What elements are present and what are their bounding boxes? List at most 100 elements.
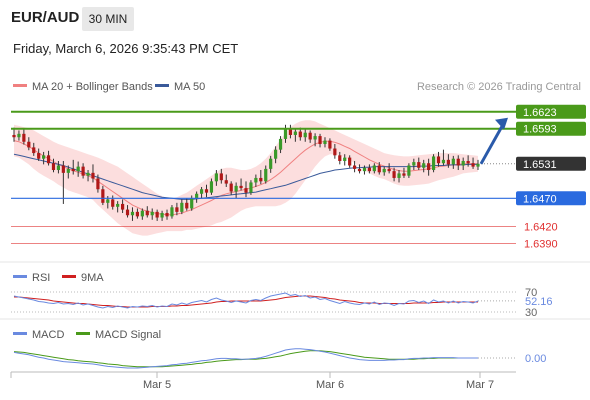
candle-body <box>101 189 105 203</box>
ma20-legend-swatch <box>13 84 27 87</box>
candle-body <box>17 133 21 138</box>
macd-signal-legend-swatch <box>76 332 90 335</box>
current-price-label-box <box>516 156 586 171</box>
candle-body <box>229 183 233 192</box>
candle-body <box>185 202 189 209</box>
x-axis: Mar 5 Mar 6 Mar 7 <box>143 372 494 391</box>
candle-body <box>328 140 332 149</box>
candle-body <box>362 167 367 172</box>
candle-body <box>431 156 436 171</box>
candle-body <box>91 172 95 179</box>
candle-body <box>471 163 475 167</box>
candle-body <box>377 165 381 173</box>
candle-body <box>224 180 228 184</box>
macd-signal-legend-label: MACD Signal <box>95 329 161 341</box>
candle-body <box>51 163 56 171</box>
candle-body <box>130 211 135 216</box>
candle-body <box>160 212 164 218</box>
candle-body <box>175 207 179 212</box>
candle-body <box>259 177 263 182</box>
candle-body <box>367 167 372 172</box>
x-tick-label: Mar 6 <box>316 379 344 391</box>
candle-body <box>12 134 16 138</box>
candle-body <box>333 148 337 156</box>
projection-arrow-shaft <box>479 122 506 165</box>
rsi-legend-swatch <box>13 275 27 278</box>
candle-body <box>66 168 70 173</box>
candle-body <box>37 153 41 159</box>
price-panel <box>12 120 480 236</box>
candle-body <box>293 131 297 135</box>
pivot-label-box <box>516 191 586 206</box>
candle-body <box>451 158 455 165</box>
candle-body <box>338 155 342 161</box>
projection-arrow-head <box>495 117 508 130</box>
candle-body <box>116 203 120 207</box>
levels-layer: 1.6623 1.6593 1.6470 1.6420 1.6390 1.6531 <box>11 104 586 251</box>
candle-body <box>274 149 278 159</box>
ma50-legend-swatch <box>155 84 169 87</box>
candle-body <box>170 207 174 217</box>
candle-body <box>46 155 51 164</box>
candle-body <box>71 168 75 172</box>
candle-body <box>140 210 144 217</box>
candle-body <box>397 173 401 178</box>
ma20-legend-label: MA 20 + Bollinger Bands <box>32 81 153 93</box>
candle-body <box>278 138 283 150</box>
candle-body <box>32 147 36 154</box>
candle-body <box>204 189 209 193</box>
candle-body <box>120 203 125 210</box>
candle-body <box>209 181 214 193</box>
candle-body <box>214 173 218 182</box>
candle-body <box>150 211 154 216</box>
candle-body <box>61 165 65 173</box>
candle-body <box>283 128 288 139</box>
candle-body <box>352 165 357 169</box>
candle-body <box>357 168 362 172</box>
candle-body <box>199 189 204 194</box>
resistance-1-label-box <box>516 104 586 119</box>
candle-body <box>22 133 26 142</box>
candle-body <box>303 132 307 138</box>
candle-body <box>412 162 416 166</box>
candle-body <box>466 160 470 164</box>
candle-body <box>249 182 253 193</box>
resistance-2-label-box <box>516 121 586 136</box>
candle-body <box>234 185 238 192</box>
resistance-2-label: 1.6593 <box>523 124 557 136</box>
candle-body <box>417 162 421 168</box>
macd-legend-label: MACD <box>32 329 64 341</box>
candle-body <box>165 212 169 217</box>
credit-text: Research © 2026 Trading Central <box>417 81 581 93</box>
rsi-line <box>13 292 479 309</box>
rsi-level-label: 30 <box>525 307 537 319</box>
candle-body <box>382 168 386 173</box>
candle-body <box>76 166 80 172</box>
candle-body <box>402 173 406 176</box>
candle-body <box>155 211 159 218</box>
candle-body <box>145 210 149 216</box>
candle-body <box>125 209 130 216</box>
macd-legend-swatch <box>13 332 27 335</box>
timeframe-badge[interactable]: 30 MIN <box>82 7 134 31</box>
x-tick-label: Mar 5 <box>143 379 171 391</box>
candle-body <box>476 163 480 167</box>
ma50-legend-label: MA 50 <box>174 81 205 93</box>
x-tick-label: Mar 7 <box>466 379 494 391</box>
macd-legend: MACD MACD Signal <box>13 329 161 341</box>
chart-header: EUR/AUD 30 MIN <box>0 0 590 38</box>
candle-body <box>81 166 85 176</box>
candle-body <box>392 171 396 178</box>
candle-body <box>298 131 302 138</box>
candle-body <box>195 193 199 199</box>
candle-body <box>446 159 450 165</box>
candle-body <box>269 158 273 169</box>
candle-body <box>111 199 115 207</box>
candle-body <box>427 163 431 171</box>
candle-body <box>244 188 248 193</box>
rsi-level-label: 70 <box>525 287 537 299</box>
candle-body <box>96 178 100 190</box>
candle-body <box>254 177 258 183</box>
rsi-ma-legend-label: 9MA <box>81 272 104 284</box>
